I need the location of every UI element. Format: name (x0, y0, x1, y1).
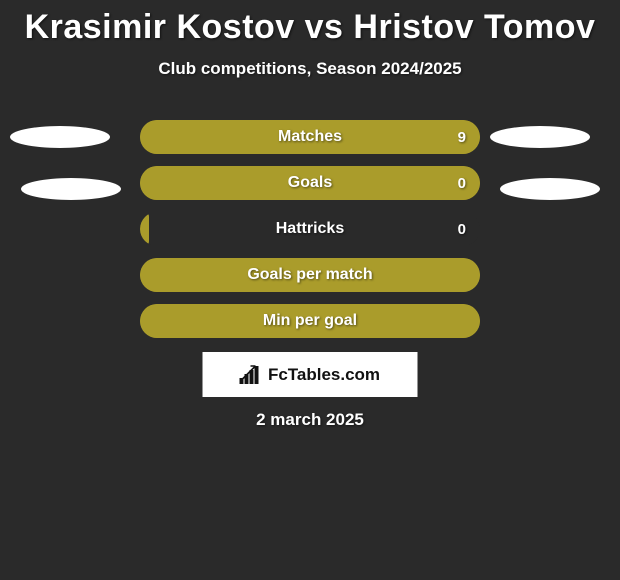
stat-row-value: 9 (458, 120, 466, 154)
player-marker-left-1 (10, 126, 110, 148)
stat-row-fill (140, 212, 149, 246)
page-title: Krasimir Kostov vs Hristov Tomov (0, 0, 620, 47)
barchart-icon (240, 366, 262, 384)
stat-row-label: Matches (278, 128, 342, 146)
stat-rows: Matches 9 Goals 0 Hattricks 0 Goals per … (140, 120, 480, 350)
player-marker-right-1 (490, 126, 590, 148)
source-logo-text: FcTables.com (268, 365, 380, 385)
stat-row-goals: Goals 0 (140, 166, 480, 200)
stat-row-goals-per-match: Goals per match (140, 258, 480, 292)
stat-row-label: Hattricks (276, 220, 344, 238)
stat-row-matches: Matches 9 (140, 120, 480, 154)
comparison-infographic: Krasimir Kostov vs Hristov Tomov Club co… (0, 0, 620, 580)
player-marker-right-2 (500, 178, 600, 200)
player-marker-left-2 (21, 178, 121, 200)
page-subtitle: Club competitions, Season 2024/2025 (0, 59, 620, 79)
stat-row-label: Goals (288, 174, 332, 192)
footer-date: 2 march 2025 (0, 410, 620, 430)
stat-row-value: 0 (458, 212, 466, 246)
stat-row-hattricks: Hattricks 0 (140, 212, 480, 246)
stat-row-min-per-goal: Min per goal (140, 304, 480, 338)
stat-row-label: Goals per match (247, 266, 372, 284)
source-logo: FcTables.com (203, 352, 418, 397)
stat-row-label: Min per goal (263, 312, 357, 330)
stat-row-value: 0 (458, 166, 466, 200)
